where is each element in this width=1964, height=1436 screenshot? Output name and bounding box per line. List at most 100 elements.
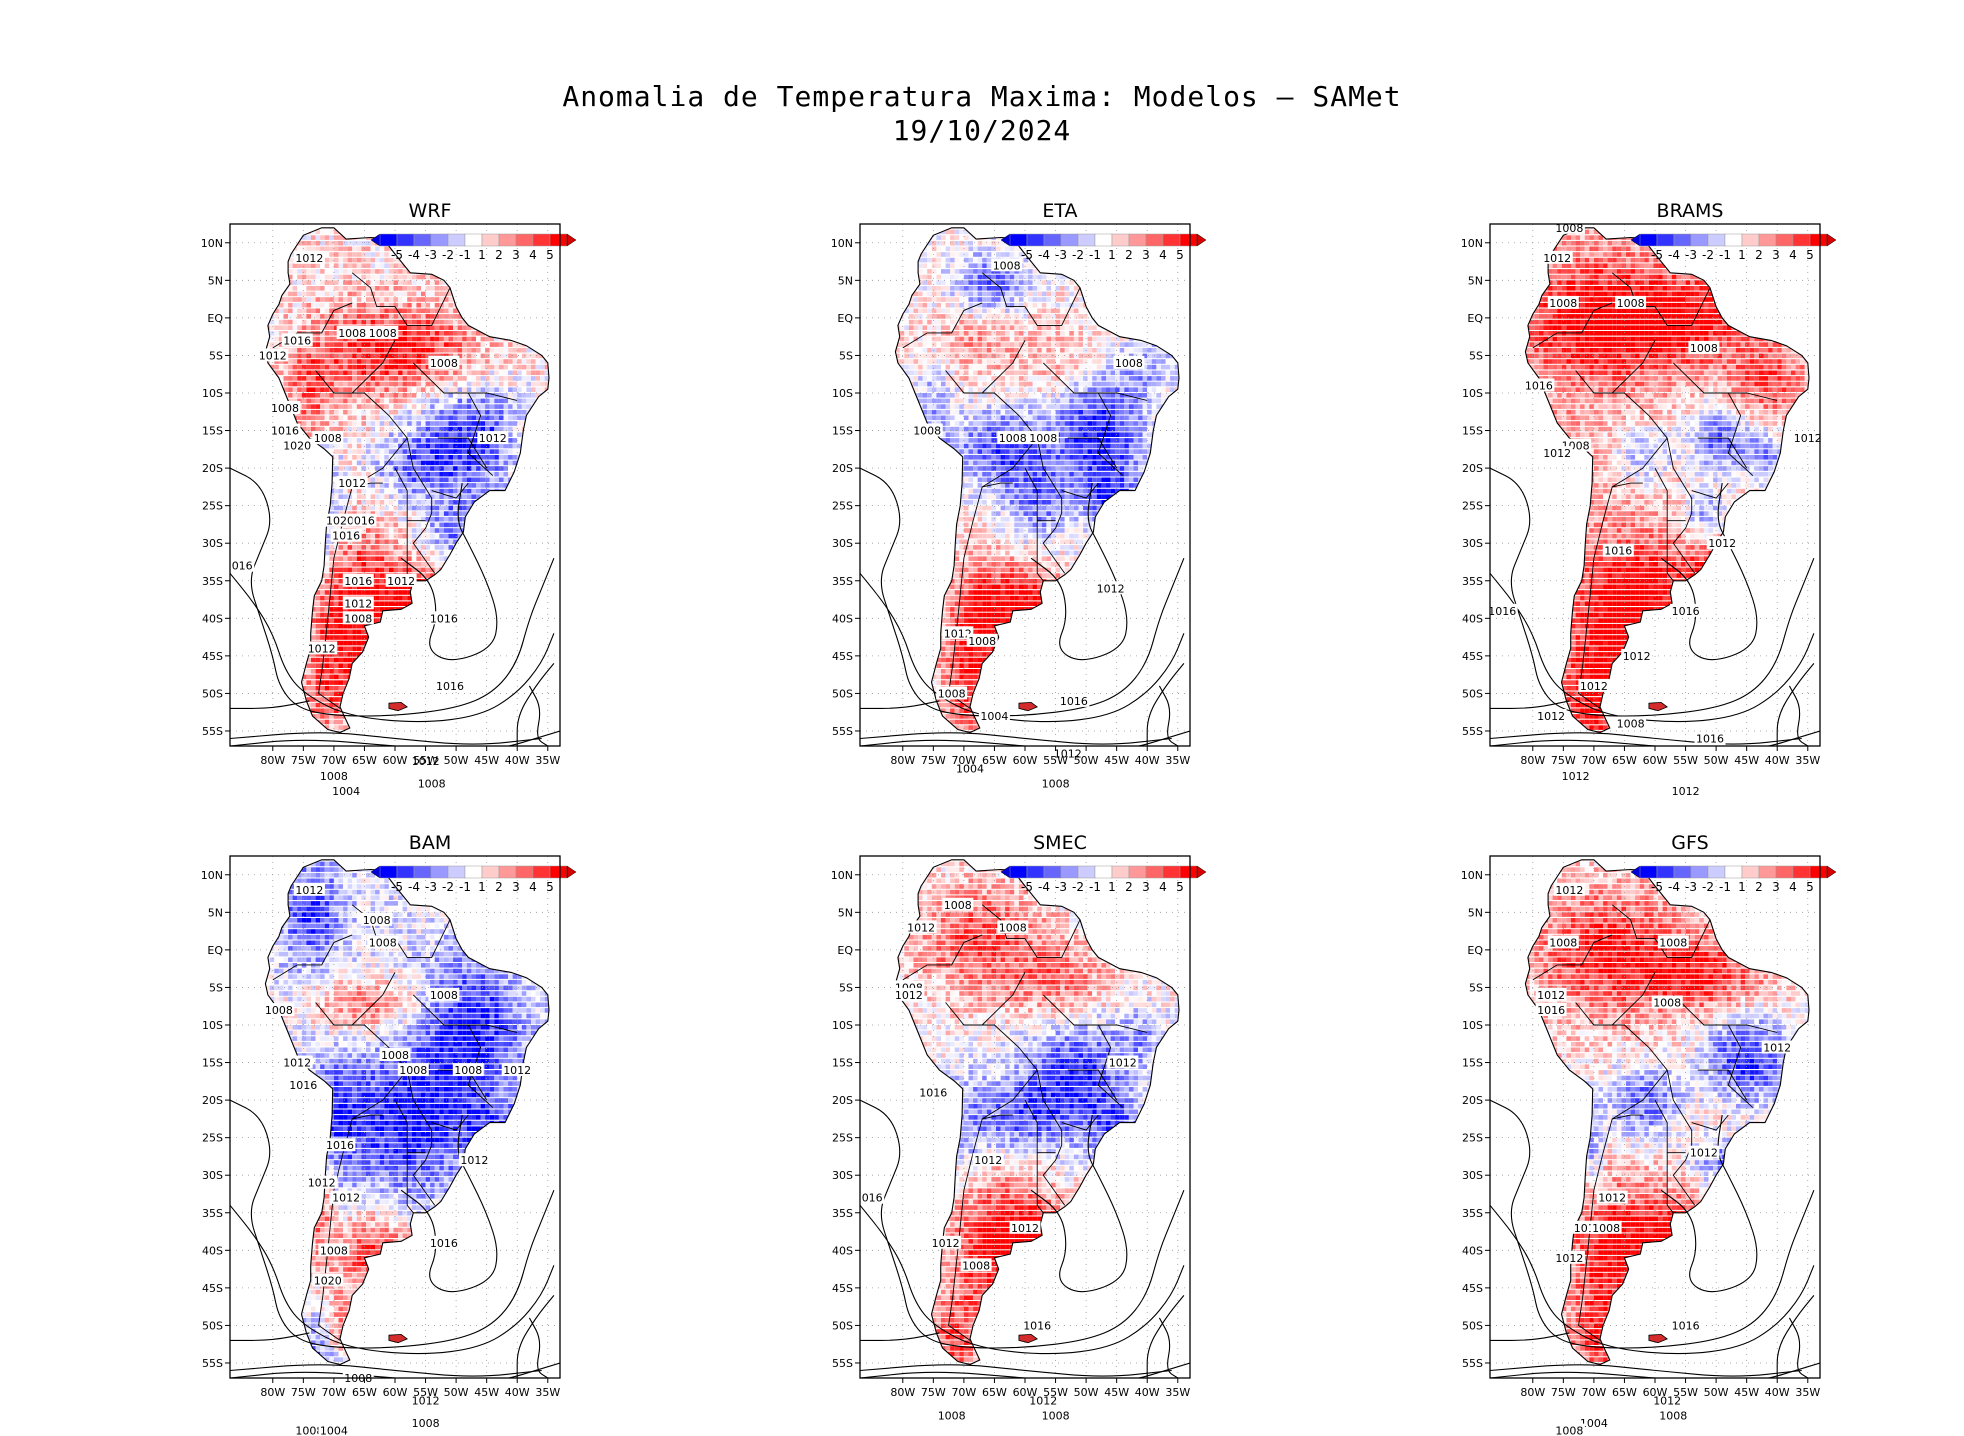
lat-tick-label: EQ [1467, 312, 1483, 325]
legend-label: -4 [1038, 880, 1050, 894]
map-panel-smec: SMEC101210081008100810121012101610120161… [810, 832, 1310, 1432]
lat-tick-label: 35S [1462, 575, 1483, 588]
legend-label: -5 [1021, 880, 1033, 894]
legend-label: 3 [512, 248, 520, 262]
legend-swatch [549, 233, 568, 247]
lon-tick-label: 40W [1135, 1386, 1160, 1399]
isobar-label: 1008 [997, 431, 1029, 445]
legend-label: 3 [1142, 880, 1150, 894]
lat-tick-label: 45S [1462, 650, 1483, 663]
lon-tick-label: 50W [1704, 1386, 1729, 1399]
legend-label: 1 [1738, 248, 1746, 262]
isobar-label: 1012 [1651, 1393, 1683, 1408]
map-axes: 10N 5N EQ 5S 10S 15S 20S 25S 30S 35S 40S 45S 50S 55S 8… [1461, 237, 1821, 767]
lon-tick-label: 35W [1795, 1386, 1820, 1399]
isobar-label: 1012 [477, 431, 509, 445]
isobar-label: 1016 [1694, 731, 1726, 746]
lat-tick-label: 5S [209, 349, 223, 362]
lat-tick-label: 40S [832, 1244, 853, 1257]
isobar-label: 1016 [1486, 603, 1518, 618]
lon-tick-label: 60W [1643, 1386, 1668, 1399]
coastline [894, 227, 1180, 734]
lat-tick-label: 10N [1461, 237, 1483, 250]
legend-swatch [396, 865, 415, 879]
legend-label: -4 [408, 880, 420, 894]
legend-swatch [1792, 233, 1811, 247]
isobar-label: 1008 [942, 897, 974, 912]
legend-swatch [1026, 865, 1045, 879]
isobar-label: 1008 [367, 325, 399, 340]
legend-swatch [1690, 865, 1709, 879]
color-legend: -5 -4 -3 -2 -1 1 2 3 4 5 [370, 865, 577, 894]
lat-tick-label: 10N [1461, 869, 1483, 882]
lon-tick-label: 35W [535, 1386, 560, 1399]
isobar-label: 1016 [324, 1138, 356, 1152]
falkland-islands [1648, 1333, 1669, 1344]
legend-swatch [1060, 865, 1079, 879]
lon-tick-label: 75W [1551, 754, 1576, 767]
lon-tick-label: 45W [1734, 754, 1759, 767]
isobar-label: 1016 [1021, 1318, 1053, 1332]
map-svg: 1008 1012 1008 1008 1008 1016 1012 1008 1012 1016… [1461, 220, 1837, 798]
lat-tick-label: 25S [1462, 500, 1483, 513]
isobar-label: 1012 [281, 1055, 313, 1070]
isobar-label: 1020 [281, 438, 313, 453]
map-panel-wrf: WRF 1012 1016 1008 1008 1008 1012 1008 1016 1020 1… [180, 200, 680, 800]
figure-title: Anomalia de Temperatura Maxima: Modelos … [0, 80, 1964, 113]
isobar-label: 1008 [410, 1416, 442, 1430]
legend-arrow-high [566, 865, 577, 879]
lat-tick-label: 30S [202, 537, 223, 550]
isobar-label: 1012 [330, 1190, 362, 1205]
coastline [1524, 227, 1810, 734]
isobar-label: 1016 [1058, 693, 1090, 708]
legend-label: 1 [478, 248, 486, 262]
legend-swatch [1656, 233, 1675, 247]
legend-swatch [1179, 865, 1198, 879]
lat-tick-label: 5N [1468, 274, 1483, 287]
lat-tick-label: 25S [832, 1132, 853, 1145]
legend-swatch [1690, 233, 1709, 247]
legend-swatch [1162, 865, 1181, 879]
legend-swatch [532, 865, 551, 879]
legend-arrow-high [1826, 865, 1837, 879]
legend-label: 2 [495, 248, 503, 262]
lat-tick-label: 30S [1462, 537, 1483, 550]
legend-label: -2 [1072, 248, 1084, 262]
lon-tick-label: 35W [1795, 754, 1820, 767]
lat-tick-label: 10S [1462, 1019, 1483, 1032]
isobar-label: 1016 [1670, 603, 1702, 618]
isobar-label: 1012 [1095, 581, 1127, 595]
legend-label: 4 [529, 880, 537, 894]
lat-tick-label: 45S [1462, 1282, 1483, 1295]
isobar-label: 1012 [942, 626, 974, 640]
isobar-label: 1008 [428, 987, 460, 1002]
panel-title: GFS [1440, 832, 1940, 854]
lat-tick-label: 10N [201, 869, 223, 882]
lat-tick-label: 50S [202, 1319, 223, 1332]
legend-swatch [1162, 233, 1181, 247]
isobar-label: 1012 [1553, 1250, 1585, 1265]
legend-swatch [1724, 865, 1743, 879]
legend-label: -3 [425, 880, 437, 894]
isobar-label: 1012 [257, 348, 289, 362]
lat-tick-label: 40S [1462, 1244, 1483, 1257]
isobar-label: 1012 [1706, 536, 1738, 550]
lon-tick-label: 40W [1765, 754, 1790, 767]
isobar-label: 1020 [324, 513, 356, 528]
lat-tick-label: 50S [832, 687, 853, 700]
lon-tick-label: 60W [383, 1386, 408, 1399]
lon-tick-label: 40W [505, 1386, 530, 1399]
map-axes: 10N 5N EQ 5S 10S 15S 20S 25S 30S 35S 40S 45S 50S 55S 8… [201, 869, 561, 1399]
isobar-label: 016 [230, 558, 255, 573]
lon-tick-label: 75W [291, 1386, 316, 1399]
lon-tick-label: 55W [413, 754, 438, 767]
map-panel-brams: BRAMS 1008 1012 1008 1008 1008 1016 1012 1008 101… [1440, 200, 1940, 800]
legend-swatch [1145, 865, 1164, 879]
legend-swatch [447, 233, 466, 247]
legend-swatch [1707, 233, 1726, 247]
legend-label: -3 [1055, 880, 1067, 894]
lat-tick-label: 25S [202, 500, 223, 513]
isobar-label: 1016 [428, 611, 460, 625]
